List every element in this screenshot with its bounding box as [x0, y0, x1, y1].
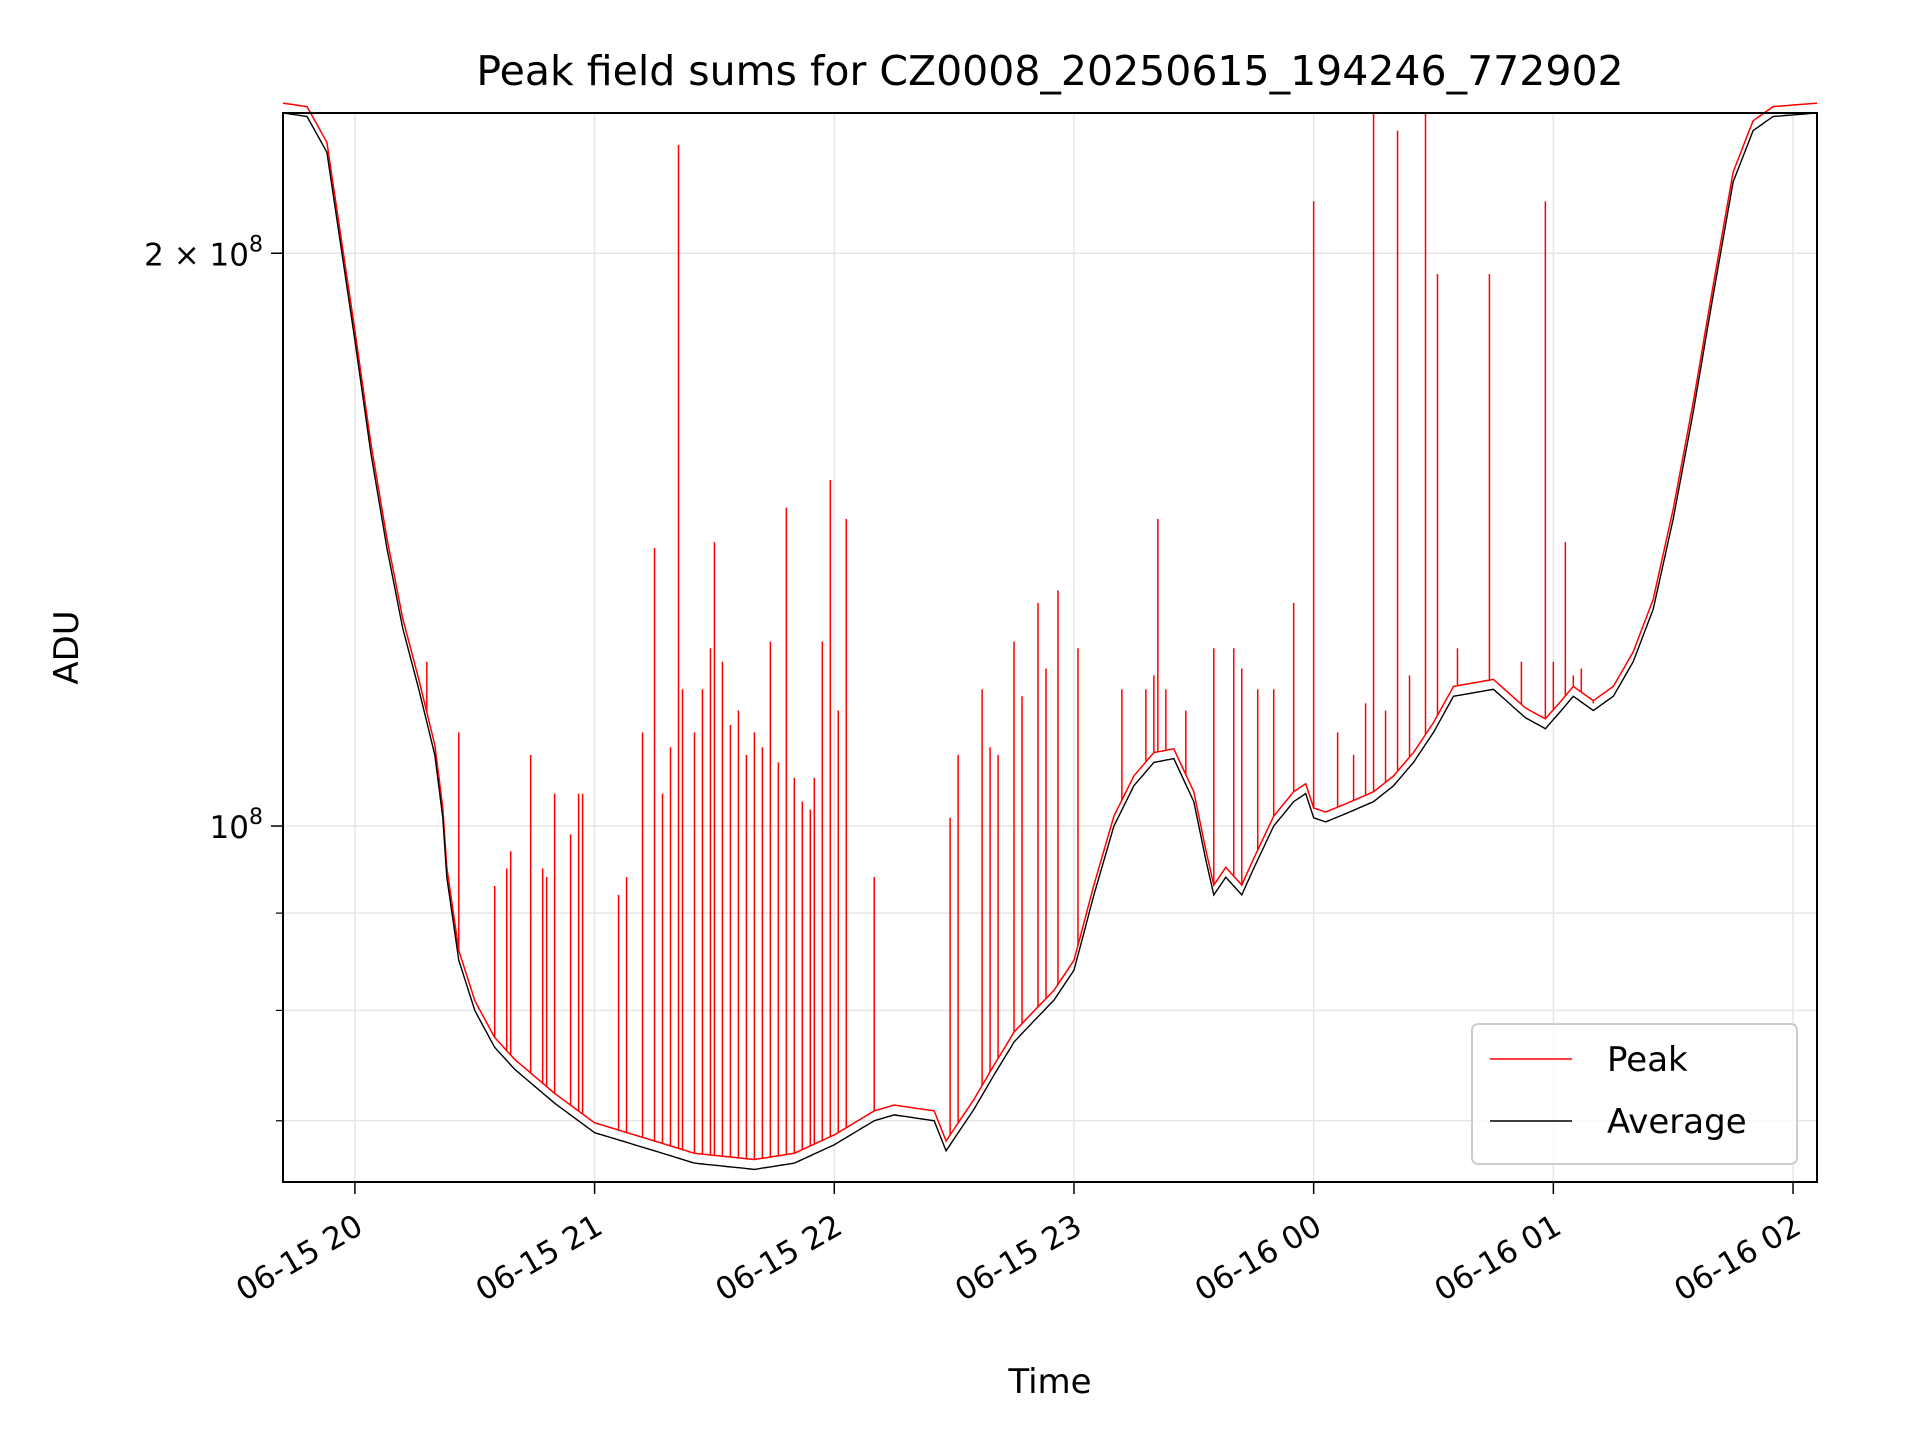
y-axis-title: ADU [47, 610, 87, 684]
plot-frame [282, 112, 1818, 1183]
y-tick-label-exponent: 8 [249, 805, 263, 830]
legend-label-average: Average [1607, 1102, 1747, 1142]
legend-label-peak: Peak [1607, 1040, 1688, 1080]
chart-title: Peak field sums for CZ0008_20250615_1942… [476, 47, 1623, 95]
legend: Peak Average [1471, 1023, 1798, 1165]
y-tick-label-exponent: 8 [249, 232, 263, 257]
y-tick-label: 2 × 108 [144, 232, 263, 273]
y-tick-label-base: 2 × 10 [144, 237, 249, 273]
y-tick-label-base: 10 [210, 810, 249, 846]
tick-marks [271, 252, 1794, 1194]
peak-series-line [282, 102, 1818, 1161]
y-tick-label: 108 [210, 805, 263, 846]
average-series-line [282, 112, 1818, 1171]
series-layer [282, 102, 1818, 1171]
x-axis-title: Time [1007, 1362, 1091, 1402]
